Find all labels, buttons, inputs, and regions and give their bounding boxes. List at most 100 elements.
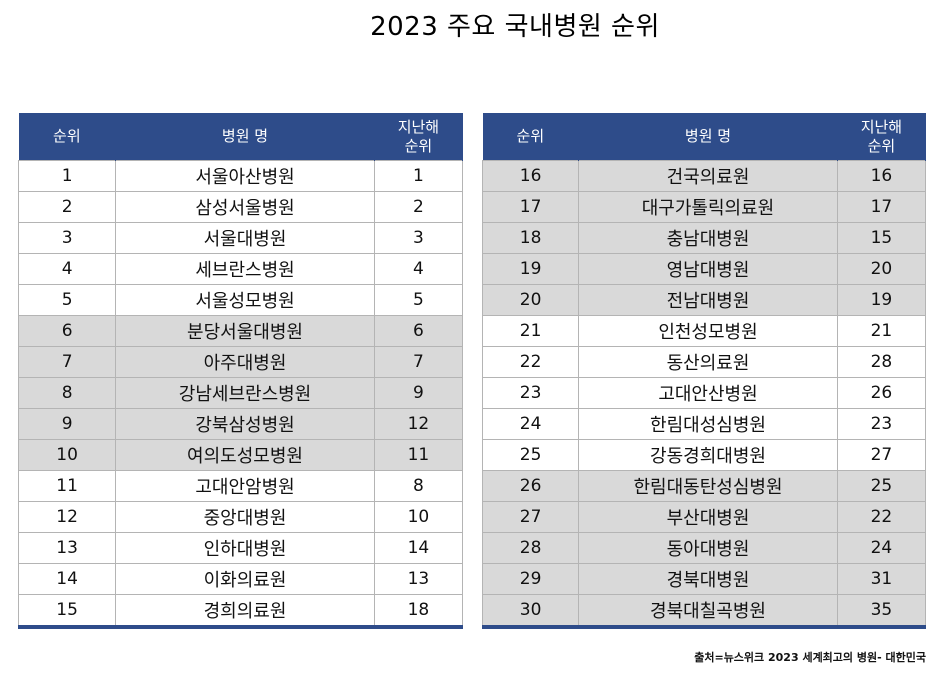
hospital-name-cell: 강동경희대병원 <box>578 439 838 471</box>
table-row: 6 분당서울대병원 6 <box>17 315 464 347</box>
rank-cell: 19 <box>481 253 580 285</box>
table-row: 22 동산의료원 28 <box>481 346 927 378</box>
table-row: 5 서울성모병원 5 <box>17 284 464 316</box>
header-previous-rank-line2: 순위 <box>404 136 433 155</box>
rank-cell: 22 <box>481 346 580 378</box>
ranking-table-left: 순위 병원 명 지난해 순위 1 서울아산병원 1 2 삼성서울병원 2 3 서울대병원 3 4 세… <box>17 113 464 629</box>
hospital-name-cell: 경북대칠곡병원 <box>578 594 838 627</box>
table-row: 14 이화의료원 13 <box>17 563 464 595</box>
previous-rank-cell: 31 <box>836 563 927 595</box>
hospital-name-cell: 서울아산병원 <box>115 160 375 192</box>
previous-rank-cell: 14 <box>373 532 464 564</box>
rank-cell: 3 <box>17 222 117 254</box>
table-header-row: 순위 병원 명 지난해 순위 <box>18 113 464 161</box>
table-header-row: 순위 병원 명 지난해 순위 <box>482 113 927 161</box>
header-rank: 순위 <box>18 113 117 161</box>
header-previous-rank: 지난해 순위 <box>374 113 464 161</box>
rank-cell: 14 <box>17 563 117 595</box>
hospital-name-cell: 이화의료원 <box>115 563 375 595</box>
header-previous-rank-line2: 순위 <box>867 136 896 155</box>
rank-cell: 30 <box>481 594 580 627</box>
rank-cell: 5 <box>17 284 117 316</box>
hospital-name-cell: 세브란스병원 <box>115 253 375 285</box>
table-row: 30 경북대칠곡병원 35 <box>481 594 927 627</box>
ranking-table-left-body: 1 서울아산병원 1 2 삼성서울병원 2 3 서울대병원 3 4 세브란스병원 4 5 서울성모병원 5 6… <box>17 160 464 627</box>
rank-cell: 1 <box>17 160 117 192</box>
rank-cell: 10 <box>17 439 117 471</box>
hospital-name-cell: 여의도성모병원 <box>115 439 375 471</box>
previous-rank-cell: 23 <box>836 408 927 440</box>
hospital-name-cell: 인하대병원 <box>115 532 375 564</box>
table-row: 23 고대안산병원 26 <box>481 377 927 409</box>
previous-rank-cell: 17 <box>836 191 927 223</box>
previous-rank-cell: 10 <box>373 501 464 533</box>
previous-rank-cell: 25 <box>836 470 927 502</box>
rank-cell: 21 <box>481 315 580 347</box>
previous-rank-cell: 16 <box>836 160 927 192</box>
previous-rank-cell: 24 <box>836 532 927 564</box>
hospital-name-cell: 분당서울대병원 <box>115 315 375 347</box>
table-row: 17 대구가톨릭의료원 17 <box>481 191 927 223</box>
hospital-name-cell: 서울성모병원 <box>115 284 375 316</box>
table-row: 3 서울대병원 3 <box>17 222 464 254</box>
table-row: 28 동아대병원 24 <box>481 532 927 564</box>
rank-cell: 23 <box>481 377 580 409</box>
previous-rank-cell: 4 <box>373 253 464 285</box>
rank-cell: 15 <box>17 594 117 627</box>
previous-rank-cell: 9 <box>373 377 464 409</box>
previous-rank-cell: 21 <box>836 315 927 347</box>
previous-rank-cell: 22 <box>836 501 927 533</box>
table-row: 7 아주대병원 7 <box>17 346 464 378</box>
rank-cell: 20 <box>481 284 580 316</box>
previous-rank-cell: 15 <box>836 222 927 254</box>
previous-rank-cell: 3 <box>373 222 464 254</box>
previous-rank-cell: 1 <box>373 160 464 192</box>
previous-rank-cell: 27 <box>836 439 927 471</box>
previous-rank-cell: 7 <box>373 346 464 378</box>
hospital-name-cell: 전남대병원 <box>578 284 838 316</box>
rank-cell: 27 <box>481 501 580 533</box>
ranking-table-right-body: 16 건국의료원 16 17 대구가톨릭의료원 17 18 충남대병원 15 19 영남대병원 20 2… <box>481 160 927 627</box>
table-row: 27 부산대병원 22 <box>481 501 927 533</box>
rank-cell: 2 <box>17 191 117 223</box>
header-hospital-name: 병원 명 <box>578 113 838 161</box>
header-previous-rank-line1: 지난해 <box>860 117 903 136</box>
page-title: 2023 주요 국내병원 순위 <box>370 12 660 42</box>
table-row: 11 고대안암병원 8 <box>17 470 464 502</box>
table-row: 1 서울아산병원 1 <box>17 160 464 192</box>
hospital-name-cell: 고대안암병원 <box>115 470 375 502</box>
table-row: 24 한림대성심병원 23 <box>481 408 927 440</box>
hospital-name-cell: 대구가톨릭의료원 <box>578 191 838 223</box>
hospital-name-cell: 부산대병원 <box>578 501 838 533</box>
hospital-name-cell: 삼성서울병원 <box>115 191 375 223</box>
hospital-name-cell: 건국의료원 <box>578 160 838 192</box>
hospital-name-cell: 충남대병원 <box>578 222 838 254</box>
rank-cell: 12 <box>17 501 117 533</box>
hospital-name-cell: 한림대성심병원 <box>578 408 838 440</box>
previous-rank-cell: 6 <box>373 315 464 347</box>
previous-rank-cell: 11 <box>373 439 464 471</box>
hospital-name-cell: 경희의료원 <box>115 594 375 627</box>
hospital-name-cell: 중앙대병원 <box>115 501 375 533</box>
previous-rank-cell: 2 <box>373 191 464 223</box>
table-row: 10 여의도성모병원 11 <box>17 439 464 471</box>
hospital-name-cell: 서울대병원 <box>115 222 375 254</box>
table-row: 9 강북삼성병원 12 <box>17 408 464 440</box>
rank-cell: 25 <box>481 439 580 471</box>
rank-cell: 26 <box>481 470 580 502</box>
hospital-name-cell: 아주대병원 <box>115 346 375 378</box>
hospital-name-cell: 한림대동탄성심병원 <box>578 470 838 502</box>
rank-cell: 18 <box>481 222 580 254</box>
header-hospital-name: 병원 명 <box>115 113 375 161</box>
hospital-name-cell: 동산의료원 <box>578 346 838 378</box>
table-row: 29 경북대병원 31 <box>481 563 927 595</box>
hospital-name-cell: 동아대병원 <box>578 532 838 564</box>
table-row: 20 전남대병원 19 <box>481 284 927 316</box>
previous-rank-cell: 19 <box>836 284 927 316</box>
table-row: 18 충남대병원 15 <box>481 222 927 254</box>
hospital-name-cell: 강북삼성병원 <box>115 408 375 440</box>
table-row: 25 강동경희대병원 27 <box>481 439 927 471</box>
rank-cell: 6 <box>17 315 117 347</box>
table-row: 13 인하대병원 14 <box>17 532 464 564</box>
source-note: 출처=뉴스위크 2023 세계최고의 병원- 대한민국 <box>694 651 926 664</box>
